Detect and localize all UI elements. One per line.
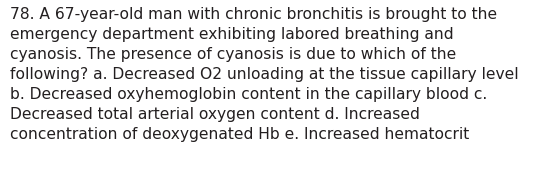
Text: 78. A 67-year-old man with chronic bronchitis is brought to the
emergency depart: 78. A 67-year-old man with chronic bronc… — [10, 7, 519, 142]
